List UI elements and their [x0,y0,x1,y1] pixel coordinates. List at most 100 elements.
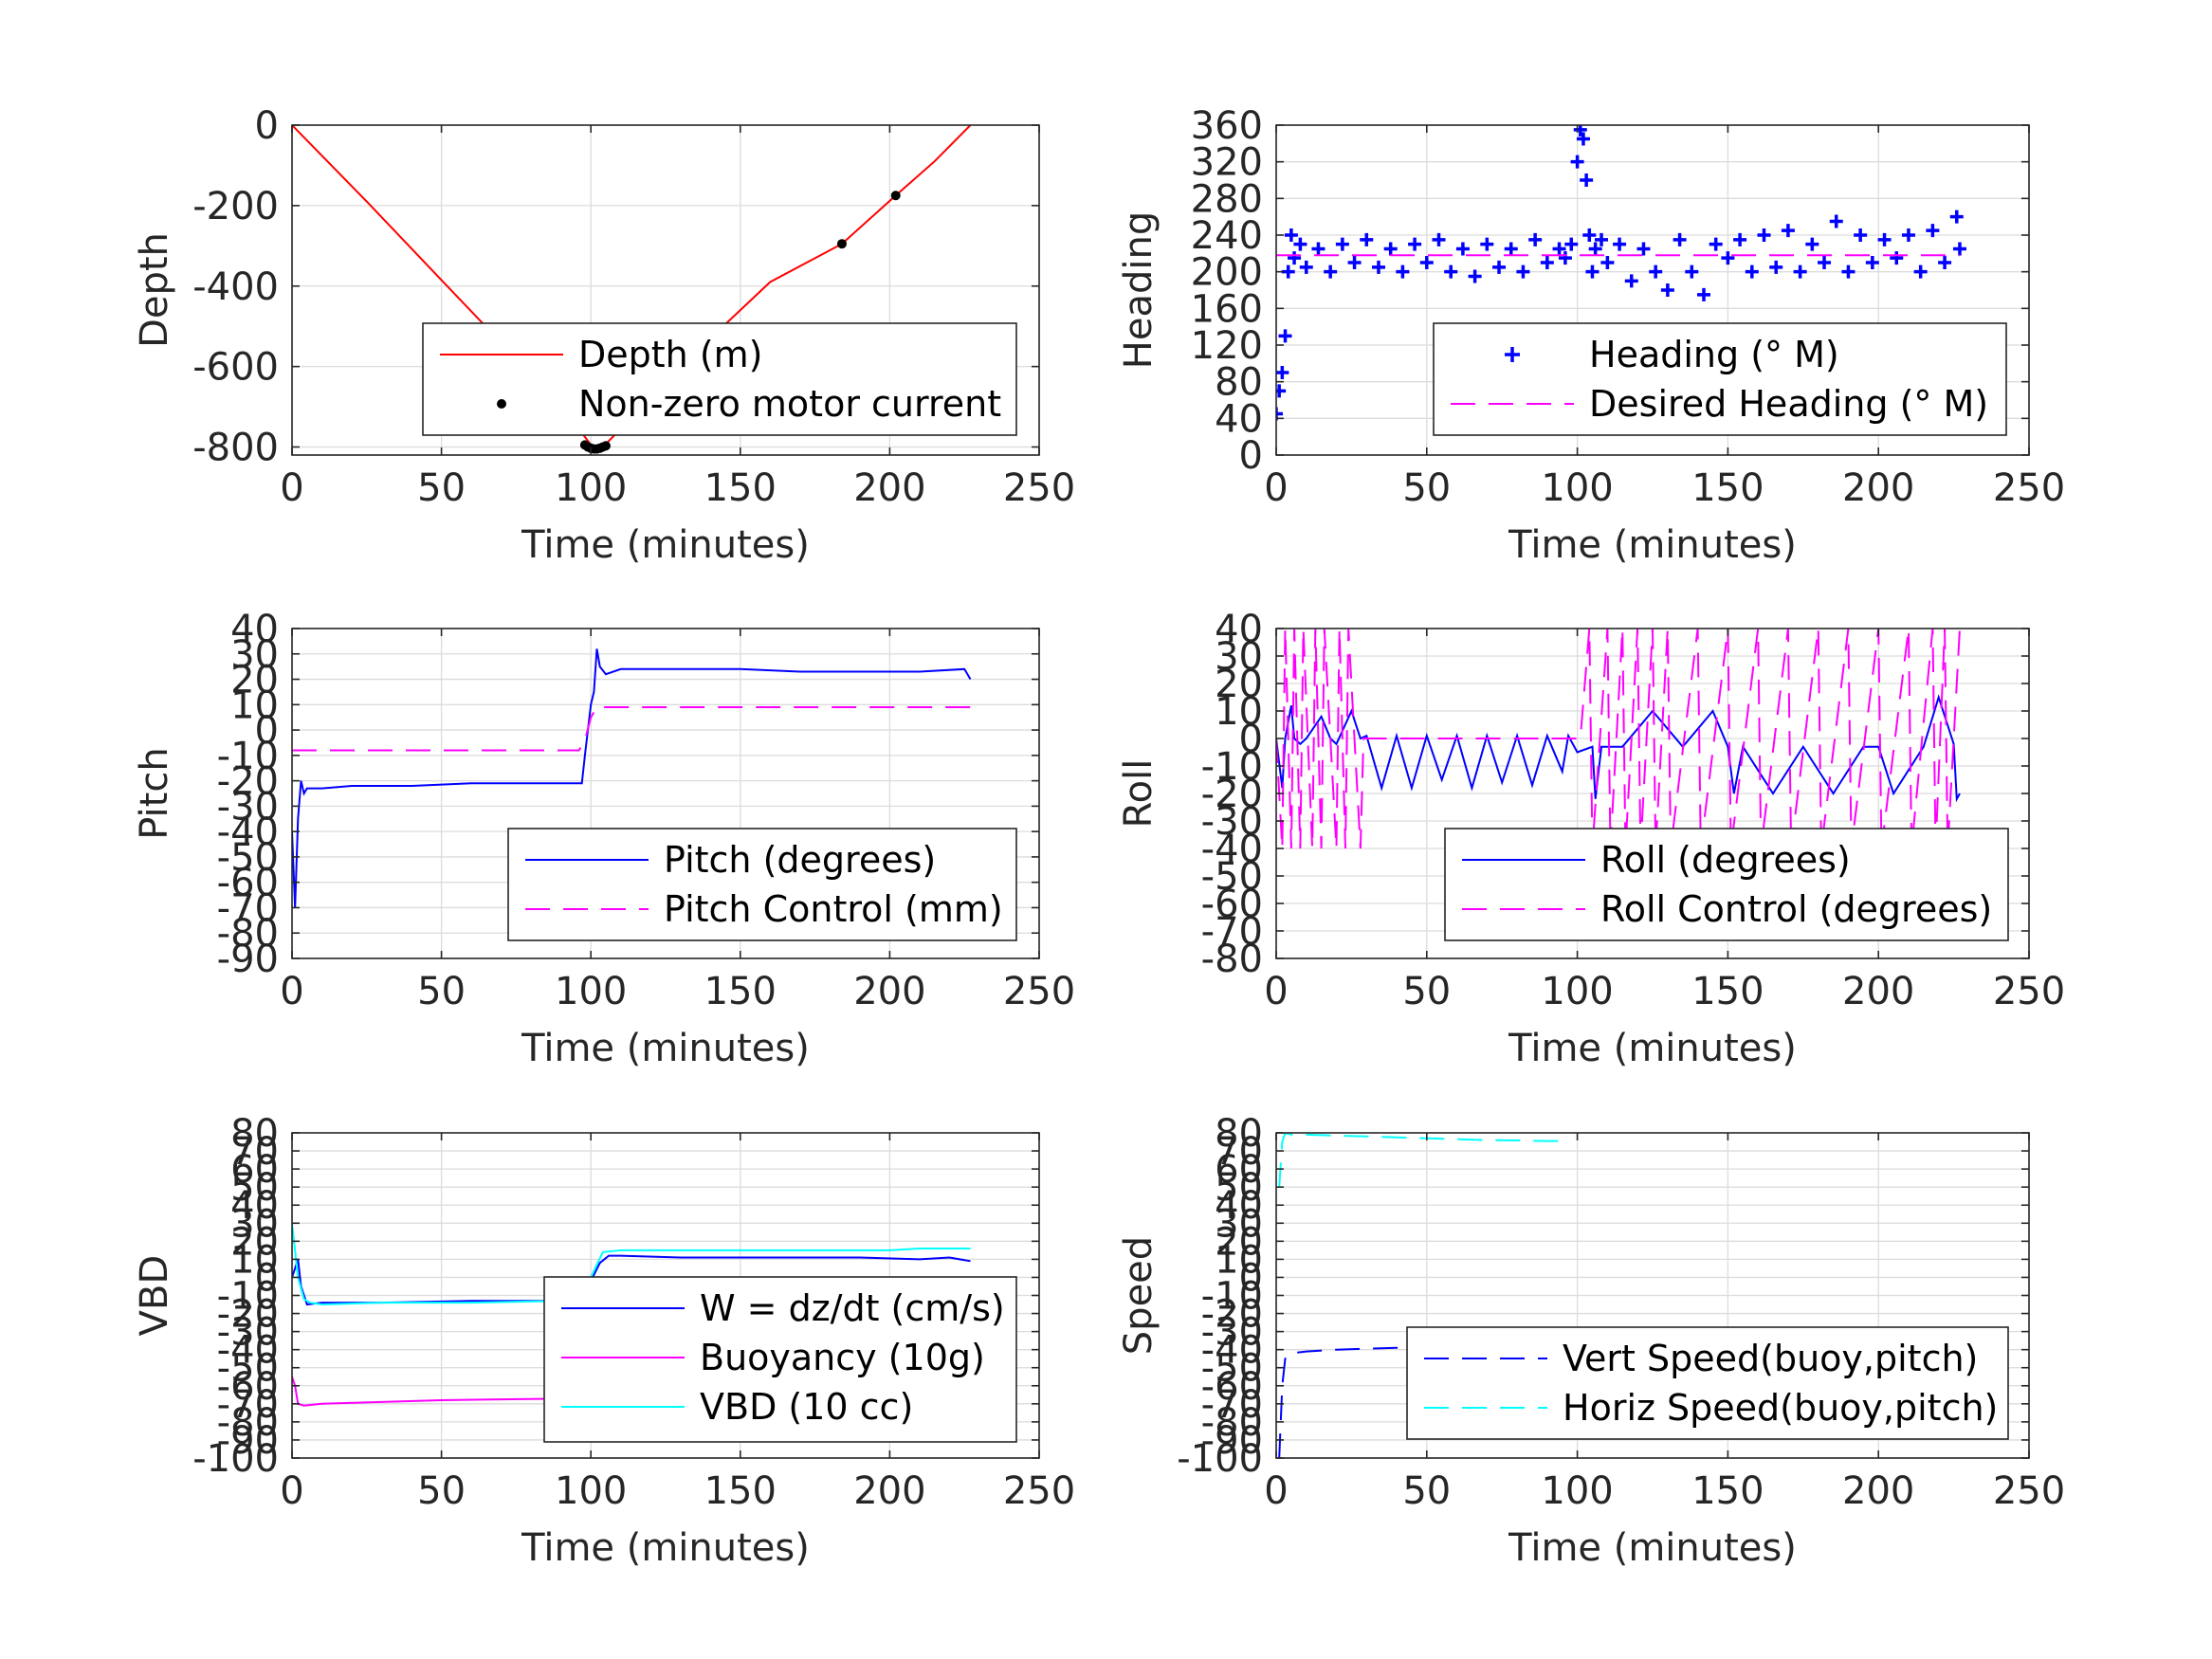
roll-ylabel: Roll [1117,759,1161,829]
heading-series-0-point [1926,224,1940,238]
heading-xtick-label: 100 [1541,466,1613,510]
pitch-ytick-label: -60 [217,862,279,905]
heading-series-0-point [1558,251,1572,265]
heading-ytick-label: 360 [1191,104,1263,148]
heading-series-0-point [1516,264,1530,279]
heading-series-0-point [1311,242,1325,256]
pitch-xtick-label: 100 [555,970,627,1013]
speed-legend: Vert Speed(buoy,pitch) Horiz Speed(buoy,p… [1406,1326,2009,1440]
roll-ytick-label: -40 [1201,828,1263,871]
vbd-ytick-label: -80 [217,1401,279,1445]
heading-series-0-point [1580,173,1594,187]
roll-xtick-label: 0 [1264,970,1288,1013]
vbd-legend-label-1: Buoyancy (10g) [700,1337,985,1378]
vbd-ytick-label: -20 [217,1293,279,1337]
heading-xtick-label: 250 [1993,466,2065,510]
speed-ytick-label: -70 [1201,1383,1263,1427]
heading-series-0-point [1733,232,1747,246]
speed-legend-box [1406,1326,2009,1440]
heading-series-0-point [1949,210,1964,224]
depth-series-1-point [600,441,611,451]
heading-series-0-point [1901,228,1915,242]
depth-plot-area [292,125,972,454]
depth-legend-marker-1 [497,399,506,409]
heading-series-0-point [1468,269,1482,283]
vbd-legend-label-2: VBD (10 cc) [700,1386,913,1428]
heading-ytick-label: 80 [1215,361,1263,405]
roll-ytick-label: 10 [1215,690,1263,734]
heading-series-0-point [1818,256,1832,269]
pitch-xtick-label: 150 [704,970,777,1013]
speed-ytick-label: 20 [1215,1220,1263,1264]
heading-legend-label-1: Desired Heading (° M) [1589,383,1988,425]
heading-series-0-point [1585,264,1600,279]
heading-series-0-point [1528,232,1543,246]
vbd-ytick-label: 80 [230,1112,279,1156]
roll-legend-label-0: Roll (degrees) [1600,839,1851,881]
heading-xtick-label: 50 [1402,466,1451,510]
heading-plot-area [1276,125,1966,421]
pitch-xlabel: Time (minutes) [521,1027,810,1070]
heading-series-0-point [1276,384,1287,398]
roll-ytick-label: -70 [1201,910,1263,954]
heading-series-0-point [1582,228,1597,242]
heading-series-0-point [1613,237,1627,251]
roll-ytick-label: -30 [1201,800,1263,844]
pitch-ytick-label: -70 [217,886,279,930]
speed-xlabel: Time (minutes) [1508,1526,1797,1570]
pitch-legend-box [507,828,1017,941]
speed-xtick-label: 150 [1691,1469,1764,1513]
heading-ytick-label: 40 [1215,397,1263,441]
heading-series-0-point [1649,264,1663,279]
roll-ytick-label: -20 [1201,773,1263,816]
heading-ylabel: Heading [1117,211,1161,369]
vbd-ytick-label: -10 [217,1275,279,1319]
pitch-ytick-label: 30 [230,633,279,677]
heading-xtick-label: 0 [1264,466,1288,510]
vbd-ytick-label: -90 [217,1419,279,1463]
heading-series-0-point [1480,237,1494,251]
depth-xtick-label: 150 [704,466,777,510]
heading-series-0-point [1293,237,1307,251]
vbd-ytick-label: 60 [230,1148,279,1192]
heading-series-0-point [1841,264,1856,279]
heading-legend-label-0: Heading (° M) [1589,334,1839,375]
pitch-ytick-label: 40 [230,608,279,651]
heading-series-0-point [1854,228,1868,242]
speed-ylabel: Speed [1117,1236,1161,1355]
heading-series-0-point [1492,260,1507,274]
roll-xtick-label: 200 [1842,970,1914,1013]
roll-ytick-label: 0 [1239,718,1263,761]
roll-xtick-label: 100 [1541,970,1613,1013]
pitch-xtick-label: 50 [417,970,466,1013]
speed-ytick-label: -80 [1201,1401,1263,1445]
pitch-ytick-label: 10 [230,684,279,727]
heading-ytick-label: 320 [1191,141,1263,185]
heading-series-0-point [1570,155,1584,169]
heading-series-0-point [1408,237,1422,251]
heading-series-0-point [1721,251,1735,265]
heading-series-0-point [1595,232,1609,246]
vbd-axes: 0 50 100 150 200 25080706050403020100-10-20-3… [133,1112,1075,1570]
pitch-xtick-label: 0 [280,970,303,1013]
heading-series-0-point [1276,407,1283,421]
pitch-ytick-label: -50 [217,836,279,880]
pitch-ytick-label: -20 [217,760,279,804]
speed-ytick-label: 50 [1215,1166,1263,1210]
heading-series-0-point [1588,242,1602,256]
pitch-axes-frame [291,628,1040,959]
heading-series-0-point [1829,214,1843,228]
heading-series-0-point [1564,237,1579,251]
speed-xtick-label: 250 [1993,1469,2065,1513]
roll-series-1-line [1276,629,1961,849]
speed-ytick-label: -20 [1201,1293,1263,1337]
vbd-ytick-label: 70 [230,1130,279,1174]
heading-series-0-point [1793,264,1807,279]
speed-ytick-label: 0 [1239,1256,1263,1300]
vbd-xtick-label: 200 [853,1469,925,1513]
speed-xtick-label: 0 [1264,1469,1288,1513]
heading-legend: Heading (° M) Desired Heading (° M) [1433,322,2007,436]
speed-ytick-label: -10 [1201,1275,1263,1319]
heading-series-0-point [1709,237,1723,251]
